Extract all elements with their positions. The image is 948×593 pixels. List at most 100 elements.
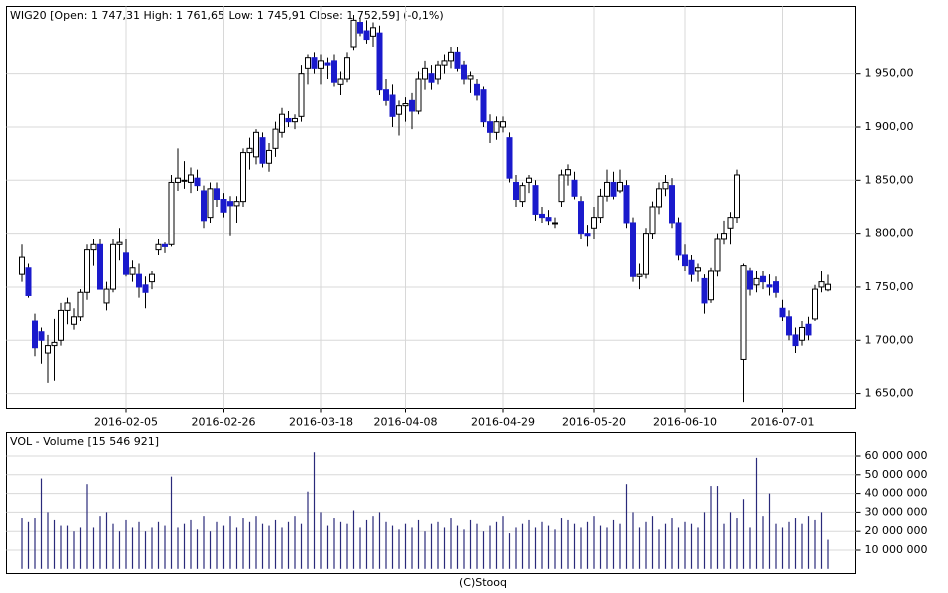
candle-body [136,273,142,288]
candle-body [214,188,220,201]
candle-body [246,147,253,154]
candle-body [454,51,461,69]
volume-bar [781,527,784,569]
volume-bar [586,521,589,569]
volume-bar [34,518,36,569]
volume-bar [300,523,303,569]
candle-body [181,179,188,182]
volume-bar [547,525,550,569]
volume-bar [710,486,712,569]
volume-bar [326,525,329,569]
candle-body [662,181,669,190]
candle-body [58,309,64,341]
candle-body [415,78,422,112]
candle-body [649,206,656,235]
volume-bar [658,529,660,569]
candle-body [259,137,266,164]
volume-bar [736,518,738,569]
candle-body [266,149,272,164]
volume-bar [638,527,641,569]
candle-body [376,32,383,91]
y-tick-label: 1 900,00 [865,120,914,133]
candle-body [480,89,487,123]
volume-bar [352,510,355,569]
volume-bar [437,521,439,569]
volume-bar [183,523,186,569]
y-tick-label: 40 000 000 [865,487,928,500]
volume-bar [762,516,764,569]
volume-bar [47,512,49,569]
volume-bar [209,531,212,569]
candle-body [383,89,389,101]
volume-bar [359,527,361,569]
volume-bar [365,519,368,569]
candle-body [25,267,32,296]
volume-bar [814,519,816,569]
candle-body [467,75,474,80]
volume-bar [255,516,257,569]
y-tick-label: 20 000 000 [865,524,928,537]
volume-bar [307,491,309,569]
candle-body [77,291,84,318]
volume-bar [60,525,62,569]
volume-bar [697,527,699,569]
volume-bar [385,521,387,569]
y-tick-label: 60 000 000 [865,449,928,462]
volume-bar [177,527,179,569]
candle-body [519,185,526,203]
candle-body [656,188,662,208]
candle-body [253,131,259,158]
candle-body [493,121,500,133]
volume-bar [411,527,413,569]
volume-bar [801,523,803,569]
candle-body [714,238,721,272]
candle-body [734,174,740,219]
volume-bar [612,519,615,569]
candle-body [695,267,701,272]
candle-body [721,233,727,240]
candle-body [773,281,779,293]
candle-body [84,249,90,293]
candle-body [110,243,116,290]
candle-body [344,57,350,80]
candle-body [233,201,240,207]
candle-body [604,181,610,197]
volume-bar [521,523,524,569]
candle-body [168,181,175,245]
candle-body [194,177,201,187]
x-tick-label: 2016-04-29 [471,416,535,429]
volume-bar [333,518,335,569]
volume-bar [430,523,433,569]
volume-bar [229,516,231,569]
volume-bar [463,529,465,569]
volume-bar [378,512,381,569]
volume-bar [346,523,348,569]
volume-bar [118,531,121,569]
volume-bar [489,525,491,569]
candle-body [357,21,363,34]
volume-bar [92,527,95,569]
x-tick-label: 2016-07-01 [751,416,815,429]
candle-body [506,137,513,179]
candle-body [675,222,682,256]
candle-body [760,275,766,283]
volume-bar [157,521,160,569]
volume-bar [99,516,101,569]
volume-bar [469,519,472,569]
volume-bar [216,521,218,569]
volume-bar [398,529,400,569]
volume-bar [534,527,537,569]
candle-body [103,288,110,304]
volume-bar [242,518,244,569]
x-tick-label: 2016-03-18 [289,416,353,429]
y-tick-label: 1 850,00 [865,173,914,186]
candle-body [318,60,324,69]
candle-body [45,345,51,354]
volume-bar [281,527,283,569]
candle-body [578,201,584,235]
volume-bar [203,516,205,569]
candle-body [630,222,636,277]
volume-bar [372,516,374,569]
candle-body [350,19,357,48]
